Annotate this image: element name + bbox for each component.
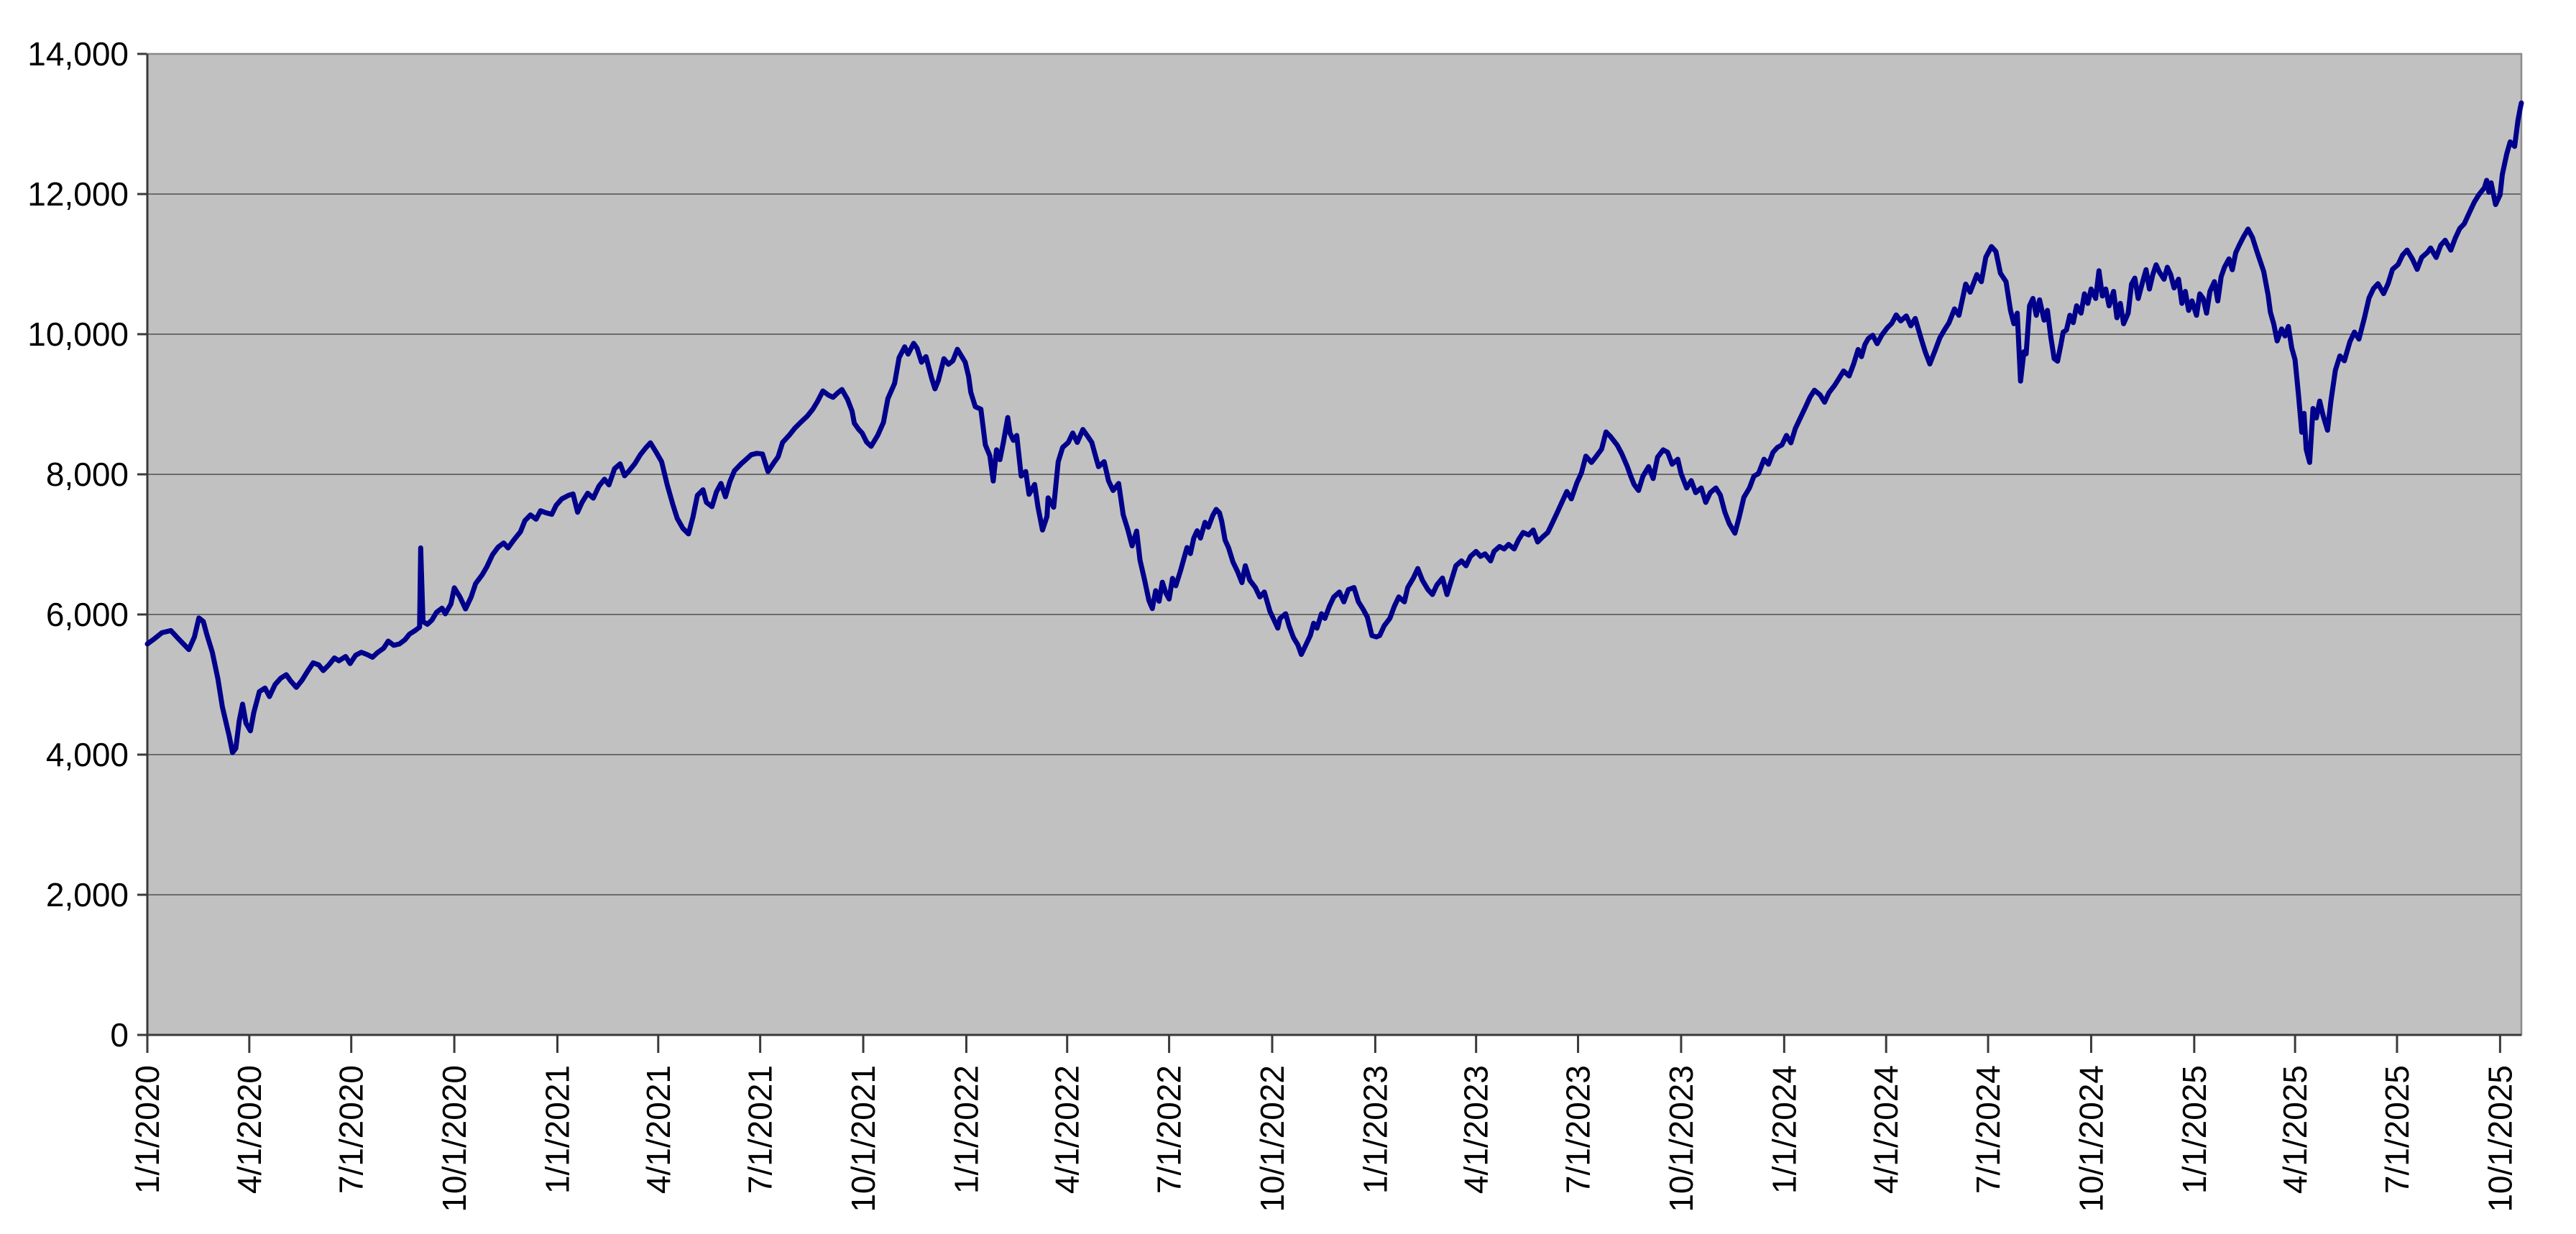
x-axis-label: 7/1/2025 <box>2378 1065 2416 1194</box>
x-axis-label: 7/1/2024 <box>1969 1065 2007 1194</box>
y-axis-label: 8,000 <box>46 456 129 493</box>
x-axis-label: 10/1/2025 <box>2481 1065 2518 1212</box>
x-axis-label: 4/1/2025 <box>2276 1065 2314 1194</box>
y-axis-label: 12,000 <box>27 175 129 213</box>
x-axis-label: 7/1/2022 <box>1151 1065 1188 1194</box>
x-axis-label: 1/1/2023 <box>1356 1065 1394 1194</box>
y-axis-label: 0 <box>110 1016 129 1054</box>
x-axis-label: 10/1/2021 <box>845 1065 882 1212</box>
y-axis-label: 14,000 <box>27 35 129 73</box>
x-axis-label: 7/1/2023 <box>1560 1065 1597 1194</box>
x-axis-label: 10/1/2024 <box>2072 1065 2110 1212</box>
y-axis-label: 2,000 <box>46 876 129 913</box>
x-axis-label: 1/1/2025 <box>2176 1065 2213 1194</box>
y-axis-label: 4,000 <box>46 736 129 773</box>
y-axis-label: 10,000 <box>27 316 129 353</box>
x-axis-label: 10/1/2023 <box>1662 1065 1700 1212</box>
y-axis-label: 6,000 <box>46 596 129 633</box>
x-axis-label: 1/1/2022 <box>947 1065 985 1194</box>
x-axis-label: 1/1/2020 <box>129 1065 166 1194</box>
plot-area <box>147 54 2521 1035</box>
x-axis-label: 4/1/2024 <box>1867 1065 1905 1194</box>
x-axis-label: 4/1/2023 <box>1458 1065 1495 1194</box>
series-line <box>144 100 2524 755</box>
x-axis-label: 7/1/2021 <box>742 1065 779 1194</box>
x-axis-label: 4/1/2022 <box>1049 1065 1086 1194</box>
x-axis-label: 7/1/2020 <box>333 1065 370 1194</box>
x-axis-label: 10/1/2020 <box>436 1065 473 1212</box>
x-axis-label: 1/1/2021 <box>539 1065 576 1194</box>
x-axis-label: 10/1/2022 <box>1254 1065 1291 1212</box>
x-axis-label: 4/1/2020 <box>231 1065 268 1194</box>
x-axis-label: 4/1/2021 <box>640 1065 677 1194</box>
x-axis-label: 1/1/2024 <box>1765 1065 1803 1194</box>
